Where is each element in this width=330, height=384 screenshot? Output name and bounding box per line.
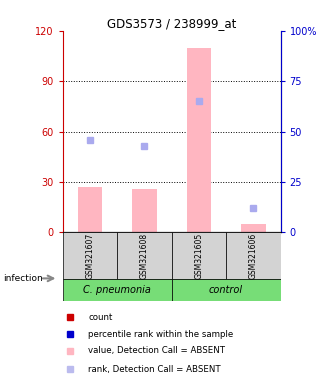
Bar	[241, 224, 266, 232]
Bar	[132, 189, 157, 232]
Text: GSM321606: GSM321606	[249, 233, 258, 279]
Bar	[186, 48, 211, 232]
Bar	[63, 279, 172, 301]
Bar	[172, 279, 280, 301]
Text: rank, Detection Call = ABSENT: rank, Detection Call = ABSENT	[88, 365, 221, 374]
Text: count: count	[88, 313, 113, 322]
Text: infection: infection	[3, 274, 43, 283]
Bar	[172, 232, 226, 279]
Text: C. pneumonia: C. pneumonia	[83, 285, 151, 295]
Bar	[63, 232, 117, 279]
Bar	[117, 232, 172, 279]
Text: GSM321608: GSM321608	[140, 233, 149, 279]
Text: GSM321605: GSM321605	[194, 233, 203, 279]
Title: GDS3573 / 238999_at: GDS3573 / 238999_at	[107, 17, 236, 30]
Bar	[78, 187, 102, 232]
Text: value, Detection Call = ABSENT: value, Detection Call = ABSENT	[88, 346, 225, 356]
Text: GSM321607: GSM321607	[85, 233, 94, 279]
Text: control: control	[209, 285, 243, 295]
Bar	[226, 232, 280, 279]
Text: percentile rank within the sample: percentile rank within the sample	[88, 329, 234, 339]
